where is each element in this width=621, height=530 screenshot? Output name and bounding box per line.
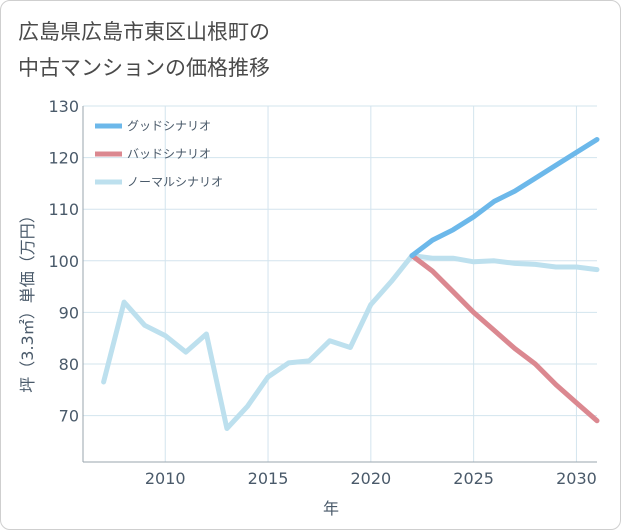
y-axis-label: 坪（3.3㎡）単価（万円） — [18, 207, 37, 392]
chart-title: 広島県広島市東区山根町の 中古マンションの価格推移 — [18, 14, 270, 86]
y-tick-label: 70 — [59, 407, 79, 426]
y-tick-label: 100 — [48, 252, 79, 271]
tick-labels: 70 80 90 100 110 120 130 2010 2015 2020 2025 2030 — [48, 97, 596, 488]
legend-label-1: バッドシナリオ — [127, 147, 211, 161]
x-tick-label: 2010 — [145, 469, 186, 488]
chart-title-line2: 中古マンションの価格推移 — [18, 56, 270, 80]
y-tick-label: 110 — [48, 200, 79, 219]
legend-label-2: ノーマルシナリオ — [127, 175, 223, 189]
series-lines — [101, 137, 600, 431]
x-axis-label: 年 — [323, 499, 339, 518]
y-tick-label: 80 — [59, 355, 79, 374]
y-tick-label: 90 — [59, 303, 79, 322]
series-line-0 — [409, 137, 600, 259]
y-tick-label: 120 — [48, 149, 79, 168]
series-line-2 — [101, 253, 600, 431]
grid-lines — [83, 105, 597, 462]
x-tick-label: 2015 — [248, 469, 289, 488]
legend-label-0: グッドシナリオ — [127, 119, 211, 133]
series-line-1 — [409, 253, 600, 424]
axes — [82, 106, 597, 463]
y-tick-label: 130 — [48, 97, 79, 116]
x-tick-label: 2025 — [453, 469, 494, 488]
x-tick-label: 2020 — [350, 469, 391, 488]
x-tick-label: 2030 — [556, 469, 597, 488]
chart-title-line1: 広島県広島市東区山根町の — [18, 20, 270, 44]
